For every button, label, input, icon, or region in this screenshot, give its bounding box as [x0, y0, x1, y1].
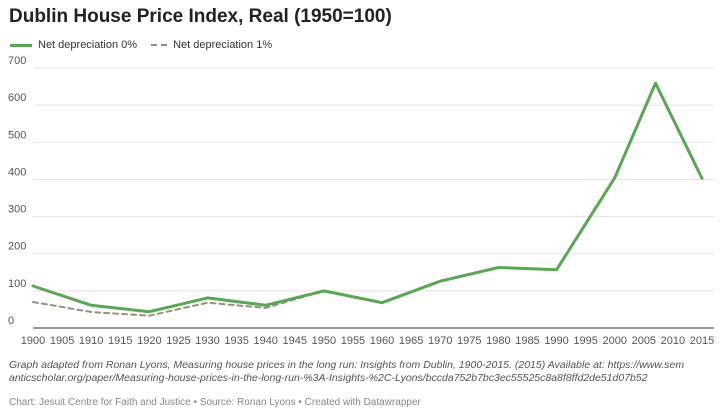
- x-tick-label: 1970: [428, 335, 452, 347]
- x-tick-label: 1995: [573, 335, 597, 347]
- series-line-net-depreciation-0: [31, 81, 704, 314]
- x-tick-label: 1910: [79, 335, 103, 347]
- x-tick-label: 1940: [253, 335, 277, 347]
- legend-swatch-dashed: [151, 44, 168, 46]
- x-tick-label: 2000: [602, 335, 626, 347]
- y-tick-label: 500: [8, 129, 26, 141]
- legend-swatch-solid: [10, 43, 32, 47]
- x-tick-label: 2010: [661, 335, 685, 347]
- x-tick-label: 1900: [21, 335, 45, 347]
- x-tick-label: 1980: [486, 335, 510, 347]
- x-tick-label: 1905: [50, 335, 74, 347]
- y-tick-label: 300: [8, 204, 26, 216]
- x-tick-label: 2015: [690, 335, 714, 347]
- x-tick-label: 1965: [399, 335, 423, 347]
- y-tick-label: 100: [8, 278, 26, 290]
- legend-label: Net depreciation 0%: [38, 39, 138, 51]
- x-tick-label: 1915: [108, 335, 132, 347]
- x-tick-label: 1945: [283, 335, 307, 347]
- x-tick-label: 2005: [632, 335, 656, 347]
- y-tick-label: 0: [8, 315, 14, 327]
- legend-item-net-depreciation-0: Net depreciation 0%: [10, 39, 137, 51]
- x-tick-label: 1935: [224, 335, 248, 347]
- y-tick-label: 200: [8, 241, 26, 253]
- source-note: Graph adapted from Ronan Lyons, Measurin…: [9, 359, 685, 384]
- x-tick-label: 1950: [312, 335, 336, 347]
- y-tick-label: 600: [8, 92, 26, 104]
- x-tick-label: 1990: [544, 335, 568, 347]
- x-tick-label: 1955: [341, 335, 365, 347]
- legend-item-net-depreciation-1: Net depreciation 1%: [151, 39, 272, 51]
- y-tick-label: 700: [8, 56, 26, 67]
- x-tick-label: 1920: [137, 335, 161, 347]
- chart-title: Dublin House Price Index, Real (1950=100…: [9, 6, 392, 27]
- x-tick-label: 1960: [370, 335, 394, 347]
- chart-footer: Chart: Jesuit Centre for Faith and Justi…: [9, 397, 421, 408]
- x-tick-label: 1925: [166, 335, 190, 347]
- line-chart: 0 100 200 300 400 500 600 700 1900 1905 1910 1915 19…: [8, 56, 714, 347]
- x-tick-label: 1975: [457, 335, 481, 347]
- chart-legend: Net depreciation 0% Net depreciation 1%: [10, 38, 272, 52]
- x-tick-label: 1930: [195, 335, 219, 347]
- legend-label: Net depreciation 1%: [173, 39, 273, 51]
- y-tick-label: 400: [8, 166, 26, 178]
- x-tick-label: 1985: [515, 335, 539, 347]
